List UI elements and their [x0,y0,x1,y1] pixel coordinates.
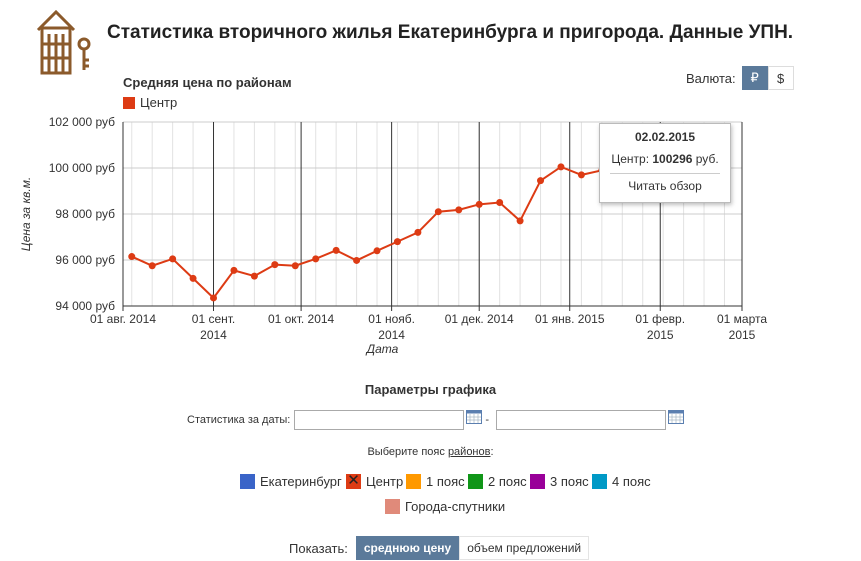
data-point [537,177,545,185]
currency-usd-button[interactable]: $ [767,66,794,90]
data-point [128,253,136,261]
data-point [414,228,422,236]
zone-checkbox-ekaterinburg[interactable]: Екатеринбург [240,474,342,489]
zone-color-box: ✕ [346,472,361,489]
x-tick-label: 2014 [200,328,227,342]
x-tick-label: 2015 [647,328,674,342]
page-title: Статистика вторичного жилья Екатеринбург… [107,22,794,43]
data-point [353,256,361,264]
currency-switcher: Валюта: ₽ $ [686,66,794,90]
zone-color-box [240,474,255,489]
x-tick-label: 01 марта [717,312,767,326]
zone-checkbox-belt-4[interactable]: 4 пояс [592,474,651,489]
date-from-input[interactable] [294,410,465,430]
districts-link[interactable]: районов [447,446,491,458]
check-mark-icon: ✕ [347,472,360,489]
price-line-chart: 94 000 руб 96 000 руб 98 000 руб 100 000 ру… [19,115,767,356]
chart-legend[interactable]: Центр [123,95,177,110]
chart-tooltip: 02.02.2015 Центр: 100296 руб. Читать обз… [599,123,731,203]
data-point [557,163,565,171]
params-title: Параметры графика [364,382,497,397]
x-axis-title: Дата [365,342,399,356]
data-point [332,246,340,254]
read-review-link[interactable]: Читать обзор [628,179,702,193]
x-tick-label: 01 дек. 2014 [445,312,514,326]
show-volume-button[interactable]: объем предложений [459,536,590,560]
date-dash: - [485,414,490,426]
x-tick-label: 01 окт. 2014 [268,312,335,326]
x-tick-label: 2015 [729,328,756,342]
show-label: Показать: [289,540,348,556]
zone-label: Екатеринбург [260,474,342,489]
currency-rub-button[interactable]: ₽ [741,66,768,90]
zone-label: Города-спутники [405,499,506,514]
y-tick-label: 100 000 руб [49,161,115,175]
data-point [230,266,238,274]
zone-label: Центр [366,474,404,489]
date-range: Статистика за даты: - [187,410,685,430]
x-tick-label: 01 сент. [192,312,235,326]
zone-checkbox-belt-3[interactable]: 3 пояс [530,474,589,489]
show-average-price-button[interactable]: среднюю цену [355,536,460,560]
zone-color-box [385,499,400,514]
data-point [373,247,381,255]
data-point [291,262,299,270]
zone-color-box [592,474,607,489]
tooltip-value: Центр: 100296 руб. [600,152,730,166]
zone-checkbox-satellite-cities[interactable]: Города-спутники [385,499,505,514]
y-tick-label: 94 000 руб [55,299,115,313]
chart-title: Средняя цена по районам [123,75,292,90]
currency-label: Валюта: [686,70,736,86]
data-point [434,208,442,216]
data-point [312,255,320,263]
data-point [169,255,177,263]
zone-checkbox-belt-1[interactable]: 1 пояс [406,474,465,489]
x-tick-label: 2014 [378,328,405,342]
zone-checkbox-center[interactable]: ✕ Центр [346,472,404,489]
calendar-icon[interactable] [668,410,685,424]
data-point [455,206,463,214]
tooltip-number: 100296 [652,152,693,166]
show-switcher: Показать: среднюю цену объем предложений [289,536,590,560]
zone-label: 2 пояс [488,474,527,489]
data-point [516,217,524,225]
data-point [577,171,585,179]
zone-label: 3 пояс [550,474,589,489]
data-point [148,262,156,270]
data-point [189,274,197,282]
zone-checkbox-belt-2[interactable]: 2 пояс [468,474,527,489]
zone-title: Выберите пояс районов: [0,446,861,458]
dates-label: Статистика за даты: [187,414,291,426]
data-point [393,238,401,246]
zone-label: 4 пояс [612,474,651,489]
zone-color-box [530,474,545,489]
tooltip-date: 02.02.2015 [634,130,696,144]
house-key-logo [36,9,91,75]
y-axis-title: Цена за кв.м. [19,177,33,252]
zone-title-text: Выберите пояс [367,446,445,458]
zone-color-box [468,474,483,489]
data-point [250,272,258,280]
y-tick-label: 96 000 руб [55,253,115,267]
data-point [496,199,504,206]
x-tick-label: 01 авг. 2014 [90,312,156,326]
zone-label: 1 пояс [426,474,465,489]
x-tick-label: 01 нояб. [368,312,415,326]
zone-color-box [406,474,421,489]
data-point [271,261,279,269]
date-to-input[interactable] [496,410,667,430]
legend-label: Центр [140,95,178,110]
x-tick-label: 01 янв. 2015 [535,312,605,326]
legend-swatch [123,96,135,109]
tooltip-series-label: Центр: [611,152,650,166]
data-point [210,294,218,302]
data-point [475,200,483,208]
y-tick-label: 102 000 руб [49,115,115,129]
tooltip-unit: руб. [695,152,719,166]
y-tick-label: 98 000 руб [55,207,115,221]
calendar-icon[interactable] [466,410,483,424]
tooltip-divider [610,173,720,174]
zone-title-colon: : [490,446,494,458]
x-tick-label: 01 февр. [635,312,685,326]
